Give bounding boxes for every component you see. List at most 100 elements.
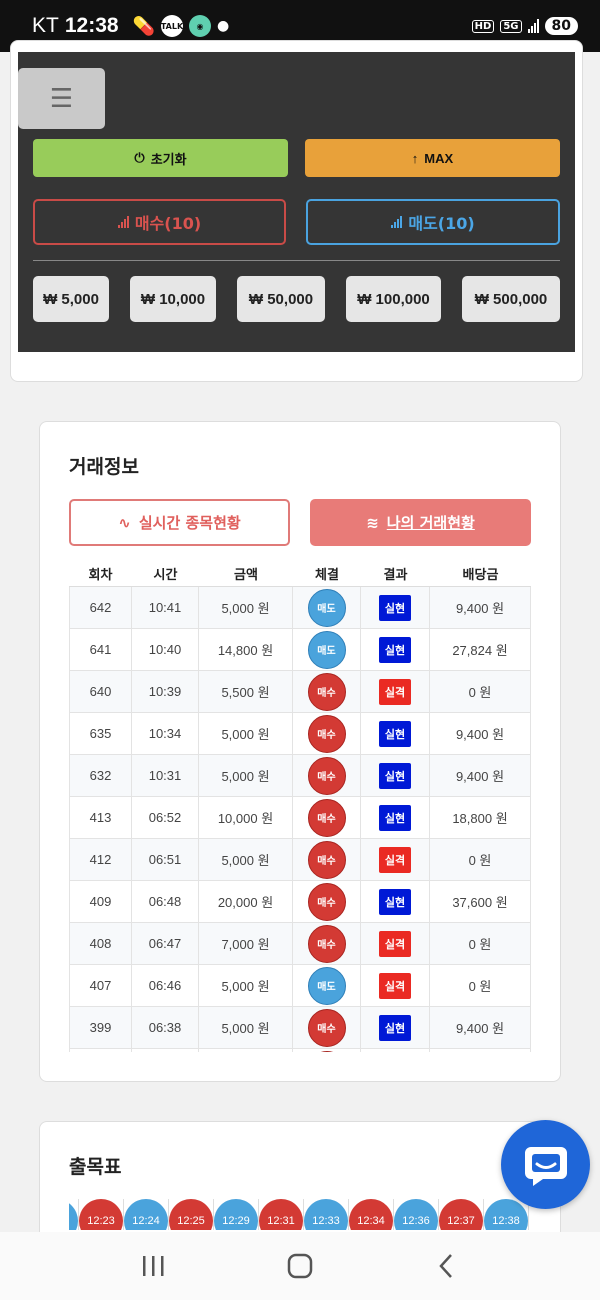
cell-payout: 0 원 xyxy=(430,839,531,880)
round-value: 413 xyxy=(89,810,112,825)
amount-button-50000[interactable]: ₩ 50,000 xyxy=(237,276,325,322)
cell-payout: 18,800 원 xyxy=(430,797,531,838)
result-ball-time: 12:25 xyxy=(169,1199,213,1230)
payout-value: 0 원 xyxy=(468,937,492,952)
cell-amount: 20,000 원 xyxy=(199,881,293,922)
cell-round: 408 xyxy=(69,923,132,964)
system-nav-bar xyxy=(0,1232,600,1300)
column-header-round: 회차 xyxy=(88,567,113,583)
side-badge: 매수 xyxy=(307,1050,346,1052)
hamburger-icon: ☰ xyxy=(49,83,74,114)
result-ball-time: 12:38 xyxy=(484,1199,528,1230)
cell-payout: 0 원 xyxy=(430,671,531,712)
side-badge: 매수 xyxy=(307,714,346,753)
tab-live-label: 실시간 종목현황 xyxy=(138,514,241,532)
home-button[interactable] xyxy=(270,1244,330,1288)
cell-amount: 5,000 원 xyxy=(199,755,293,796)
cell-time xyxy=(132,1049,199,1052)
signal-bars-icon xyxy=(117,216,129,228)
recent-apps-button[interactable] xyxy=(123,1244,183,1288)
chat-bubble-icon xyxy=(524,1146,567,1186)
max-button[interactable]: ↑ MAX xyxy=(305,139,560,177)
table-row: 409 06:48 20,000 원 매수 실현 37,600 원 xyxy=(69,881,531,923)
menu-button[interactable]: ☰ xyxy=(18,68,105,129)
result-ball-time: 12:29 xyxy=(214,1199,258,1230)
amount-value: 5,000 원 xyxy=(221,601,270,616)
amount-button-5000[interactable]: ₩ 5,000 xyxy=(33,276,109,322)
result-strip[interactable]: 12:23 12:24 12:25 12:29 12:31 12:33 12:34 12:36… xyxy=(69,1199,531,1230)
cell-time: 06:46 xyxy=(132,965,199,1006)
tab-my-trades[interactable]: ≋ 나의 거래현황 xyxy=(310,499,531,546)
trade-info-title: 거래정보 xyxy=(69,456,139,478)
time-value: 06:48 xyxy=(148,894,182,909)
table-row: 632 10:31 5,000 원 매수 실현 9,400 원 xyxy=(69,755,531,797)
cell-result: 실격 xyxy=(361,671,430,712)
result-badge: 실격 xyxy=(378,972,412,999)
cell-execution: 매도 xyxy=(293,587,361,628)
cell-round: 642 xyxy=(69,587,132,628)
cell-round: 632 xyxy=(69,755,132,796)
column-header-payout: 배당금 xyxy=(462,567,499,583)
signal-icon xyxy=(527,19,539,33)
trade-table[interactable]: 642 10:41 5,000 원 매도 실현 9,400 원 641 10:40 14,800… xyxy=(69,586,531,1052)
table-row: 408 06:47 7,000 원 매수 실격 0 원 xyxy=(69,923,531,965)
round-value: 409 xyxy=(89,894,112,909)
amount-value: 7,000 원 xyxy=(221,937,270,952)
side-badge: 매수 xyxy=(307,882,346,921)
buy-button[interactable]: 매수(10) xyxy=(33,199,286,245)
time-value: 06:51 xyxy=(148,852,182,867)
payout-value: 0 원 xyxy=(468,979,492,994)
time-value: 06:38 xyxy=(148,1020,182,1035)
network-badge: 5G xyxy=(500,19,522,33)
signal-bars-icon xyxy=(391,216,403,228)
table-row: 640 10:39 5,500 원 매수 실격 0 원 xyxy=(69,671,531,713)
result-ball: 12:38 xyxy=(484,1199,529,1230)
tab-live-status[interactable]: ∿ 실시간 종목현황 xyxy=(69,499,290,546)
chat-button[interactable] xyxy=(501,1120,590,1209)
table-row: 매수 xyxy=(69,1049,531,1052)
time-value: 06:47 xyxy=(148,936,182,951)
clock: 12:38 xyxy=(64,14,119,37)
divider xyxy=(33,260,560,261)
cell-payout: 9,400 원 xyxy=(430,713,531,754)
result-ball: 12:37 xyxy=(439,1199,484,1230)
sell-button[interactable]: 매도(10) xyxy=(306,199,560,245)
amount-value: 5,000 원 xyxy=(221,727,270,742)
cell-result: 실현 xyxy=(361,1007,430,1048)
amount-value: 5,500 원 xyxy=(221,685,270,700)
cell-execution: 매수 xyxy=(293,839,361,880)
cell-amount: 5,500 원 xyxy=(199,671,293,712)
cell-result: 실격 xyxy=(361,839,430,880)
side-badge: 매수 xyxy=(307,840,346,879)
reset-button[interactable]: ⏻ 초기화 xyxy=(33,139,288,177)
round-value: 408 xyxy=(89,936,112,951)
notification-dot-icon: ● xyxy=(216,18,230,34)
cell-payout: 27,824 원 xyxy=(430,629,531,670)
round-value: 412 xyxy=(89,852,112,867)
side-badge: 매수 xyxy=(307,798,346,837)
cell-round: 412 xyxy=(69,839,132,880)
waves-icon: ≋ xyxy=(366,513,379,532)
cell-execution: 매도 xyxy=(293,965,361,1006)
cell-round: 641 xyxy=(69,629,132,670)
cell-result: 실현 xyxy=(361,587,430,628)
app-icon: ◉ xyxy=(188,15,211,37)
result-ball-time: 12:23 xyxy=(79,1199,123,1230)
amount-button-500000[interactable]: ₩ 500,000 xyxy=(462,276,560,322)
carrier-label: KT xyxy=(32,14,59,37)
talk-icon: TALK xyxy=(161,15,183,37)
result-ball xyxy=(69,1199,79,1230)
cell-result: 실현 xyxy=(361,629,430,670)
status-left: KT 12:38 💊 TALK ◉ ● xyxy=(32,14,229,38)
status-right: HD 5G 80 xyxy=(471,17,578,35)
table-row: 407 06:46 5,000 원 매도 실격 0 원 xyxy=(69,965,531,1007)
back-button[interactable] xyxy=(417,1244,477,1288)
result-ball: 12:29 xyxy=(214,1199,259,1230)
amount-value: 10,000 원 xyxy=(217,811,274,826)
amount-button-10000[interactable]: ₩ 10,000 xyxy=(130,276,216,322)
round-value: 641 xyxy=(89,642,112,657)
amount-button-100000[interactable]: ₩ 100,000 xyxy=(346,276,441,322)
amount-buttons: ₩ 5,000 ₩ 10,000 ₩ 50,000 ₩ 100,000 ₩ 50… xyxy=(33,276,560,322)
result-ball-time: 12:37 xyxy=(439,1199,483,1230)
cell-execution: 매수 xyxy=(293,755,361,796)
